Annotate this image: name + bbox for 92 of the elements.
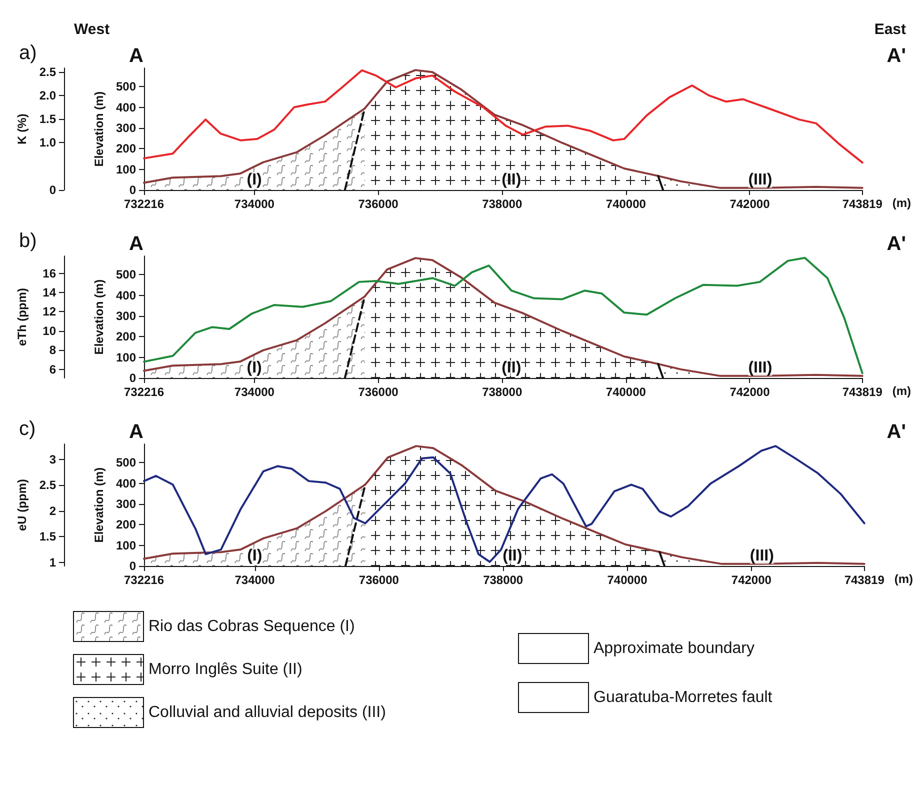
chart-title: a)	[19, 42, 37, 64]
legend-label: Rio das Cobras Sequence (I)	[148, 618, 355, 635]
annotation: (III)	[748, 172, 772, 188]
y-tick-label: 2.5	[39, 64, 56, 79]
y2-tick-label: 400	[116, 288, 136, 302]
x-tick-label: 740000	[606, 385, 646, 399]
x-tick-label: 742000	[730, 385, 770, 399]
annotation: (III)	[750, 548, 774, 564]
text: A	[129, 421, 144, 443]
y-tick-label: 12	[42, 304, 56, 319]
y-tick-label: 1.0	[39, 136, 56, 150]
y-tick-label: 6	[49, 362, 56, 376]
x-tick-label: 736000	[358, 385, 399, 399]
text: West	[74, 21, 110, 38]
x-axis-title: (m)	[892, 196, 912, 210]
x-tick-label: 732216	[124, 573, 164, 587]
x-tick-label: 738000	[482, 385, 522, 399]
text: East	[874, 21, 906, 38]
x-tick-label: 732216	[124, 385, 164, 399]
x-tick-label: 734000	[234, 573, 276, 587]
y2-tick-label: 500	[116, 268, 136, 282]
line-series	[143, 445, 866, 563]
y-tick-label: 8	[49, 343, 56, 358]
annotation: (III)	[748, 360, 772, 376]
annotation: (I)	[246, 360, 262, 376]
y-tick-label: 1.5	[39, 112, 56, 126]
y-tick-label: 2.0	[39, 88, 56, 102]
x-tick-label: 740000	[607, 573, 648, 587]
y2-tick-label: 0	[129, 559, 136, 573]
x-tick-label: 742000	[730, 197, 770, 211]
annotation: (II)	[502, 172, 522, 188]
y2-tick-label: 200	[116, 518, 136, 532]
text: A'	[886, 45, 906, 67]
annotation: (I)	[247, 548, 262, 564]
x-tick-label: 740000	[606, 197, 646, 211]
annotation: (I)	[246, 172, 262, 188]
line-series	[143, 256, 864, 374]
x-tick-label: 738000	[482, 197, 522, 211]
y2-tick-label: 100	[116, 162, 136, 176]
x-tick-label: 732216	[124, 197, 164, 211]
chart-title: b)	[19, 230, 37, 252]
y-tick-label: 14	[42, 286, 56, 300]
x-tick-label: 734000	[234, 385, 275, 399]
x-tick-label: 742000	[731, 573, 772, 587]
legend-label: Guaratuba-Morretes fault	[594, 689, 773, 706]
y2-tick-label: 500	[116, 456, 136, 470]
legend-label: Approximate boundary	[594, 640, 754, 657]
y2-tick-label: 300	[116, 308, 136, 323]
y-axis-title: K (%)	[15, 114, 29, 144]
y2-axis-title: Elevation (m)	[92, 279, 106, 355]
y-tick-label: 1	[49, 555, 56, 570]
y-tick-label: 2	[49, 504, 56, 518]
y2-tick-label: 0	[129, 183, 136, 197]
x-axis-title: (m)	[894, 572, 914, 586]
y-tick-label: 3	[49, 452, 56, 466]
x-tick-label: 736000	[358, 573, 400, 587]
text: A	[129, 45, 144, 67]
y-tick-label: 10	[42, 324, 56, 338]
line-series	[143, 69, 864, 164]
text: A'	[886, 421, 906, 443]
text: A'	[886, 233, 906, 255]
y2-tick-label: 500	[116, 80, 136, 94]
x-tick-label: 743819	[842, 197, 883, 211]
y2-tick-label: 400	[116, 476, 136, 490]
y2-tick-label: 200	[116, 330, 136, 344]
x-axis-title: (m)	[892, 384, 912, 398]
y2-tick-label: 100	[116, 350, 136, 364]
legend-label: Colluvial and alluvial deposits (III)	[148, 704, 386, 721]
y2-tick-label: 200	[116, 142, 136, 156]
legend-label: Morro Inglês Suite (II)	[148, 661, 302, 678]
y-tick-label: 0	[49, 183, 56, 197]
y2-axis-title: Elevation (m)	[92, 467, 106, 543]
y-axis-title: eU (ppm)	[15, 479, 29, 531]
y-tick-label: 1.5	[39, 530, 56, 544]
y2-tick-label: 400	[116, 100, 136, 114]
chart-title: c)	[19, 418, 36, 440]
x-tick-label: 736000	[358, 197, 399, 211]
x-tick-label: 734000	[234, 197, 275, 211]
y2-tick-label: 300	[116, 120, 136, 135]
x-tick-label: 738000	[483, 573, 524, 587]
y2-tick-label: 100	[116, 538, 136, 552]
y2-axis-title: Elevation (m)	[92, 91, 106, 167]
y2-tick-label: 0	[129, 371, 136, 385]
y-tick-label: 2.5	[39, 478, 56, 492]
x-tick-label: 743819	[842, 385, 883, 399]
y-tick-label: 16	[42, 266, 56, 280]
annotation: (II)	[502, 360, 522, 376]
y-axis-title: eTh (ppm)	[15, 288, 29, 346]
x-tick-label: 743819	[844, 573, 885, 587]
annotation: (II)	[502, 548, 522, 564]
y2-tick-label: 300	[116, 496, 136, 511]
text: A	[129, 233, 144, 255]
